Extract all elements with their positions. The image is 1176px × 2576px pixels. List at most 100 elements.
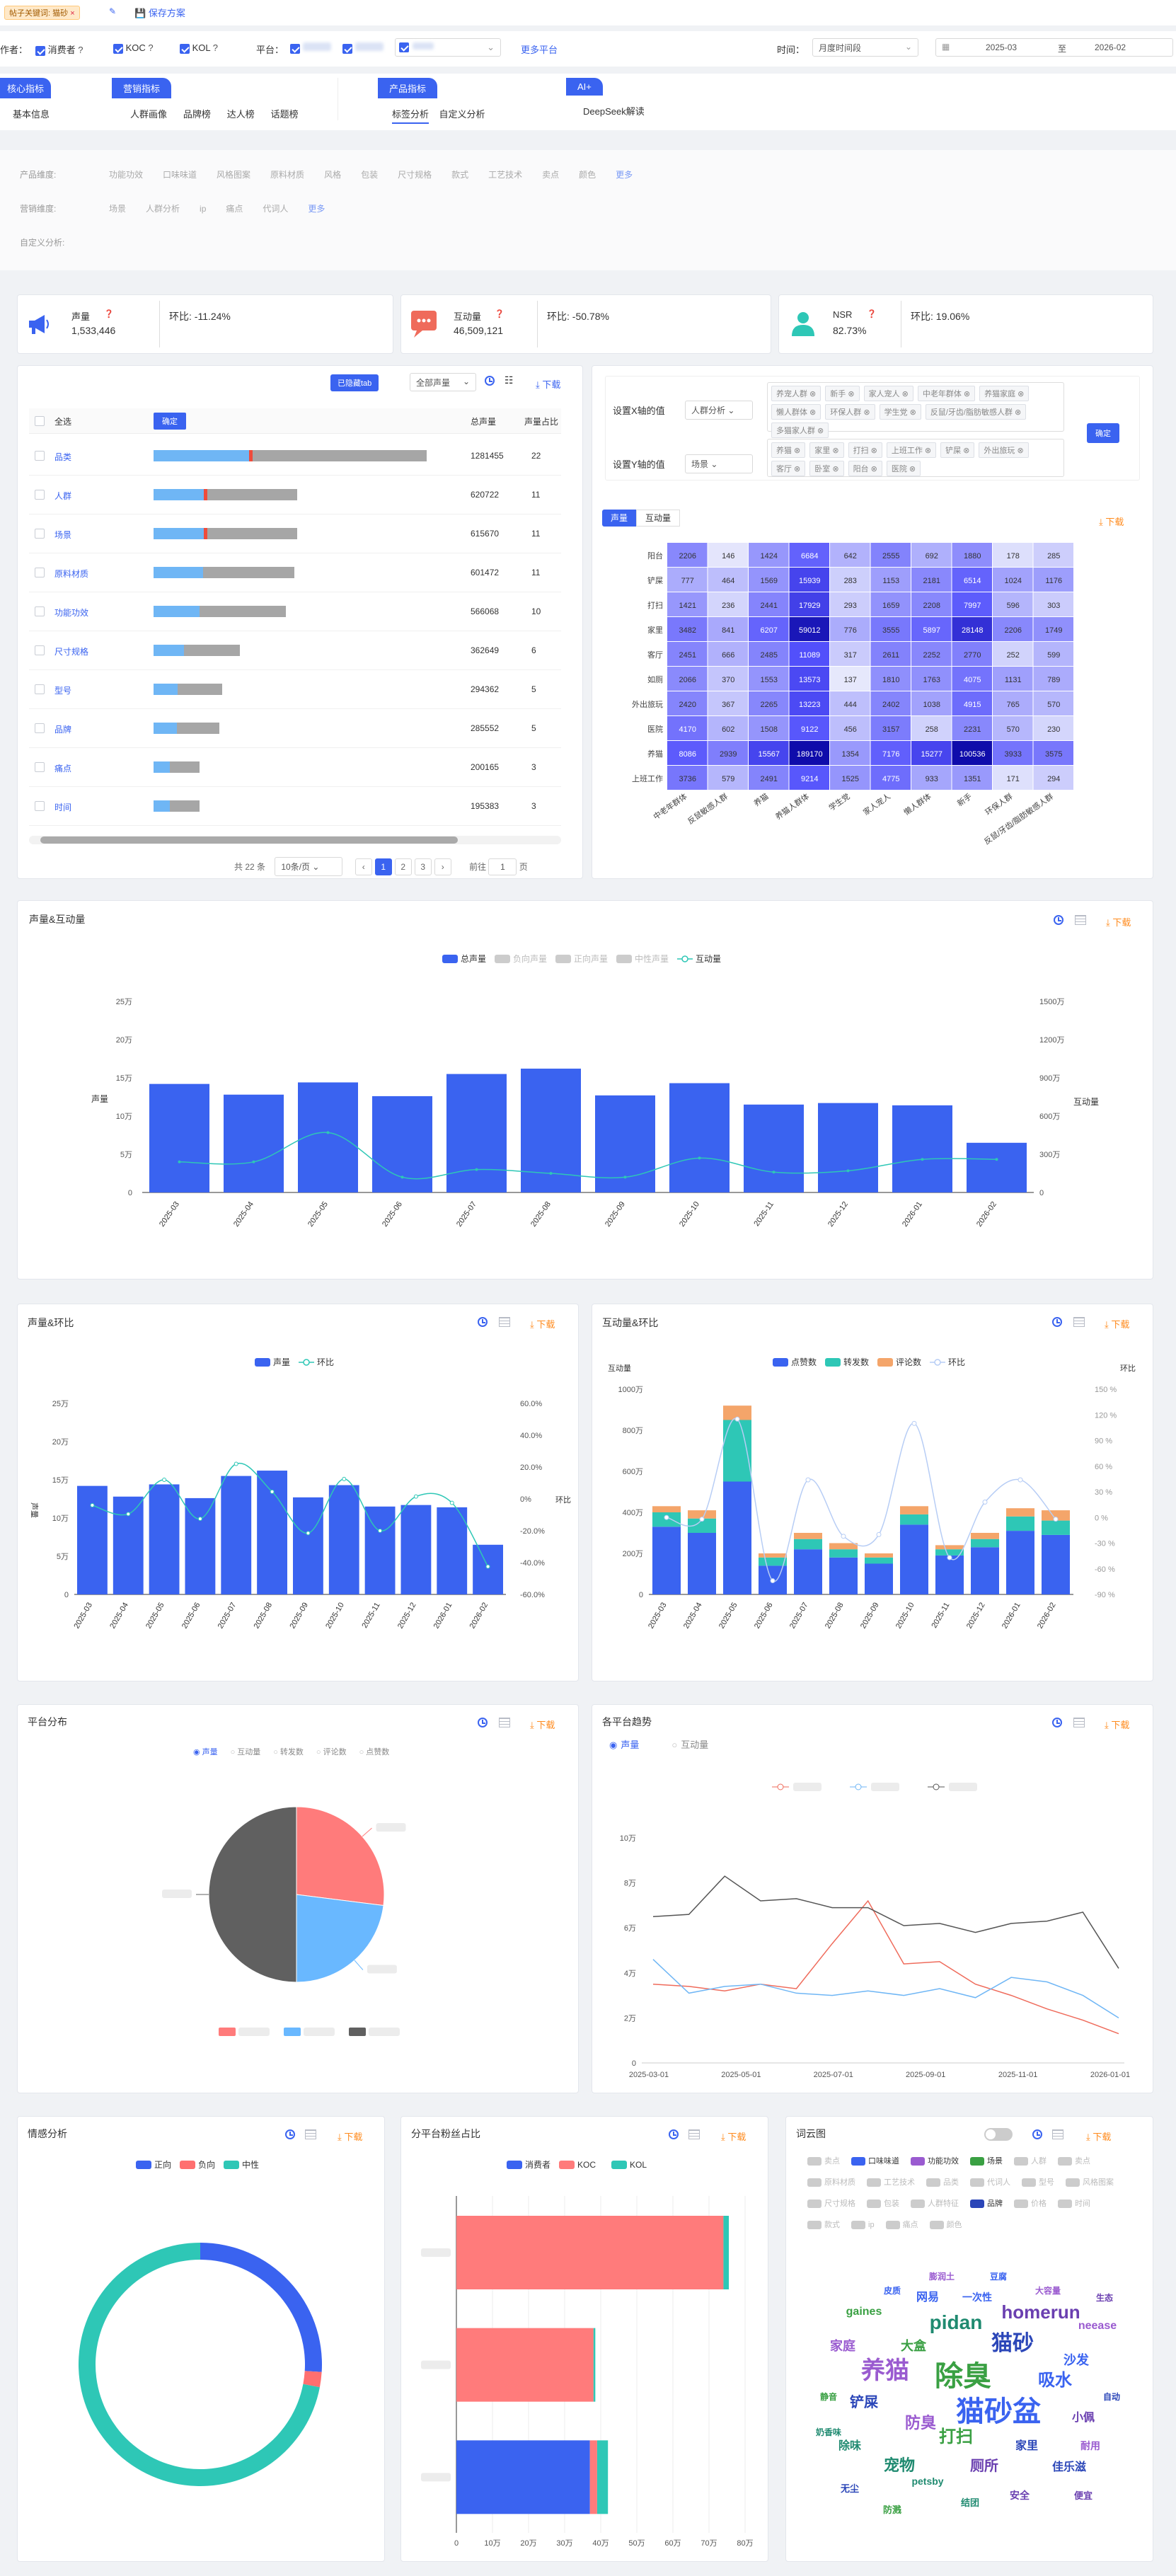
nav-group-marketing-title[interactable]: 营销指标 xyxy=(112,78,172,98)
horizontal-scrollbar[interactable] xyxy=(29,836,561,844)
clock-icon[interactable] xyxy=(1054,915,1063,927)
filter-tag[interactable]: ip xyxy=(200,204,207,214)
row-checkbox[interactable] xyxy=(35,606,45,616)
wordcloud-legend-item[interactable]: 人群 xyxy=(1014,2157,1047,2166)
table-row[interactable]: 品牌 285552 5 xyxy=(29,709,561,748)
row-name[interactable]: 品类 xyxy=(54,452,72,462)
row-checkbox[interactable] xyxy=(35,529,45,539)
tab-volume[interactable]: 声量 xyxy=(602,510,637,527)
save-plan-button[interactable]: 💾 保存方案 xyxy=(134,6,185,19)
radio-0[interactable]: ◉ 声量 xyxy=(193,1748,218,1756)
grid-icon[interactable] xyxy=(1075,915,1086,927)
row-checkbox[interactable] xyxy=(35,723,45,733)
wordcloud-legend-item[interactable]: 场景 xyxy=(970,2157,1003,2166)
row-name[interactable]: 人群 xyxy=(54,491,72,501)
row-checkbox[interactable] xyxy=(35,801,45,811)
platform-1[interactable] xyxy=(290,42,331,54)
time-range-select[interactable]: 月度时间段 ⌄ xyxy=(812,38,918,57)
x-tag[interactable]: 养猫家庭 ⊗ xyxy=(979,386,1030,401)
more-platform-link[interactable]: 更多平台 xyxy=(521,45,558,55)
wordcloud-legend-item[interactable]: 颜色 xyxy=(929,2221,962,2230)
row-checkbox[interactable] xyxy=(35,762,45,772)
wordcloud-legend-item[interactable]: 代词人 xyxy=(970,2178,1010,2187)
grid-icon[interactable] xyxy=(688,2129,700,2141)
filter-tag[interactable]: 风格 xyxy=(324,170,342,180)
wordcloud-legend-item[interactable]: 卖点 xyxy=(1058,2157,1090,2166)
filter-tag[interactable]: 代词人 xyxy=(263,204,289,214)
help-icon[interactable]: ❓ xyxy=(495,310,505,318)
filter-tag[interactable]: 卖点 xyxy=(542,170,560,180)
nav-item-custom[interactable]: 自定义分析 xyxy=(439,109,485,120)
clock-icon[interactable] xyxy=(1032,2129,1042,2141)
page-3[interactable]: 3 xyxy=(414,858,432,875)
close-icon[interactable]: × xyxy=(70,9,75,18)
nav-group-product-title[interactable]: 产品指标 xyxy=(378,78,438,98)
clock-icon[interactable] xyxy=(1052,1317,1062,1329)
radio-0[interactable]: ◉ 声量 xyxy=(609,1740,639,1750)
wordcloud-legend-item[interactable]: 品牌 xyxy=(970,2200,1003,2209)
filter-tag[interactable]: 风格图案 xyxy=(217,170,251,180)
y-tag-box[interactable]: 养猫 ⊗ 家里 ⊗ 打扫 ⊗ 上班工作 ⊗ 铲屎 ⊗ 外出旅玩 ⊗ 客厅 ⊗ 卧室 ⊗ 阳台 ⊗… xyxy=(767,439,1064,477)
x-tag[interactable]: 养宠人群 ⊗ xyxy=(771,386,822,401)
y-tag[interactable]: 外出旅玩 ⊗ xyxy=(979,442,1029,458)
clock-icon[interactable] xyxy=(485,376,495,388)
y-tag[interactable]: 客厅 ⊗ xyxy=(771,461,806,476)
download-button[interactable]: ⤓ 下载 xyxy=(1105,1720,1130,1730)
filter-tag[interactable]: 人群分析 xyxy=(146,204,180,214)
row-checkbox[interactable] xyxy=(35,451,45,461)
x-tag[interactable]: 新手 ⊗ xyxy=(825,386,860,401)
y-tag[interactable]: 铲屎 ⊗ xyxy=(940,442,975,458)
wordcloud-legend-item[interactable]: 时间 xyxy=(1058,2200,1090,2209)
wordcloud-legend-item[interactable]: 痛点 xyxy=(885,2221,918,2230)
row-checkbox[interactable] xyxy=(35,684,45,694)
grid-icon[interactable] xyxy=(1052,2129,1063,2141)
wordcloud-legend-item[interactable]: 包装 xyxy=(867,2200,899,2209)
tab-interaction[interactable]: 互动量 xyxy=(636,510,681,527)
table-row[interactable]: 型号 294362 5 xyxy=(29,670,561,709)
x-axis-select[interactable]: 人群分析 ⌄ xyxy=(685,401,753,420)
confirm-button[interactable]: 确定 xyxy=(154,413,186,430)
author-consumer[interactable]: 消费者 ? xyxy=(35,42,83,56)
clock-icon[interactable] xyxy=(478,1317,488,1329)
nav-item-tag-analysis[interactable]: 标签分析 xyxy=(392,109,430,124)
wordcloud-legend-item[interactable]: 款式 xyxy=(807,2221,840,2230)
y-axis-select[interactable]: 场景 ⌄ xyxy=(685,454,753,473)
table-row[interactable]: 尺寸规格 362649 6 xyxy=(29,631,561,670)
nav-item-brand[interactable]: 品牌榜 xyxy=(183,109,211,120)
table-row[interactable]: 痛点 200165 3 xyxy=(29,748,561,787)
author-kol[interactable]: KOL ? xyxy=(180,42,218,54)
filter-tag[interactable]: 工艺技术 xyxy=(488,170,523,180)
clock-icon[interactable] xyxy=(1052,1718,1062,1730)
nav-item-persona[interactable]: 人群画像 xyxy=(130,109,168,120)
grid-icon[interactable] xyxy=(1073,1718,1085,1730)
nav-group-core-title[interactable]: 核心指标 xyxy=(0,78,52,98)
grid-icon[interactable] xyxy=(499,1718,510,1730)
row-name[interactable]: 功能功效 xyxy=(54,608,89,618)
filter-tag[interactable]: 包装 xyxy=(361,170,379,180)
download-button[interactable]: ⤓ 下载 xyxy=(721,2132,746,2142)
goto-input[interactable]: 1 xyxy=(488,858,517,875)
table-row[interactable]: 原料材质 601472 11 xyxy=(29,553,561,592)
date-from[interactable]: 2025-03 xyxy=(986,42,1018,52)
page-1[interactable]: 1 xyxy=(374,858,392,875)
wordcloud-legend-item[interactable]: 卖点 xyxy=(807,2157,840,2166)
grid-icon[interactable] xyxy=(1073,1317,1085,1329)
download-button[interactable]: ⤓ 下载 xyxy=(1086,2132,1112,2142)
y-tag[interactable]: 上班工作 ⊗ xyxy=(886,442,937,458)
download-button[interactable]: ⤓ 下载 xyxy=(1105,1319,1130,1330)
x-tag[interactable]: 中老年群体 ⊗ xyxy=(917,386,976,401)
filter-tag[interactable]: 款式 xyxy=(451,170,469,180)
row-name[interactable]: 品牌 xyxy=(54,725,72,735)
help-icon[interactable]: ❓ xyxy=(867,310,877,318)
keyword-tag[interactable]: 帖子关键词: 猫砂 × xyxy=(4,6,80,20)
table-row[interactable]: 功能功效 566068 10 xyxy=(29,592,561,631)
next-page-icon[interactable]: › xyxy=(434,858,451,875)
wordcloud-legend-item[interactable]: 工艺技术 xyxy=(867,2178,915,2187)
radio-4[interactable]: ○ 点赞数 xyxy=(359,1748,390,1756)
select-all-checkbox[interactable] xyxy=(35,416,45,426)
platform-2[interactable] xyxy=(342,42,384,54)
grid-icon[interactable] xyxy=(499,1317,510,1329)
y-tag[interactable]: 医院 ⊗ xyxy=(886,461,921,476)
table-row[interactable]: 时间 195383 3 xyxy=(29,787,561,826)
y-tag[interactable]: 家里 ⊗ xyxy=(809,442,844,458)
